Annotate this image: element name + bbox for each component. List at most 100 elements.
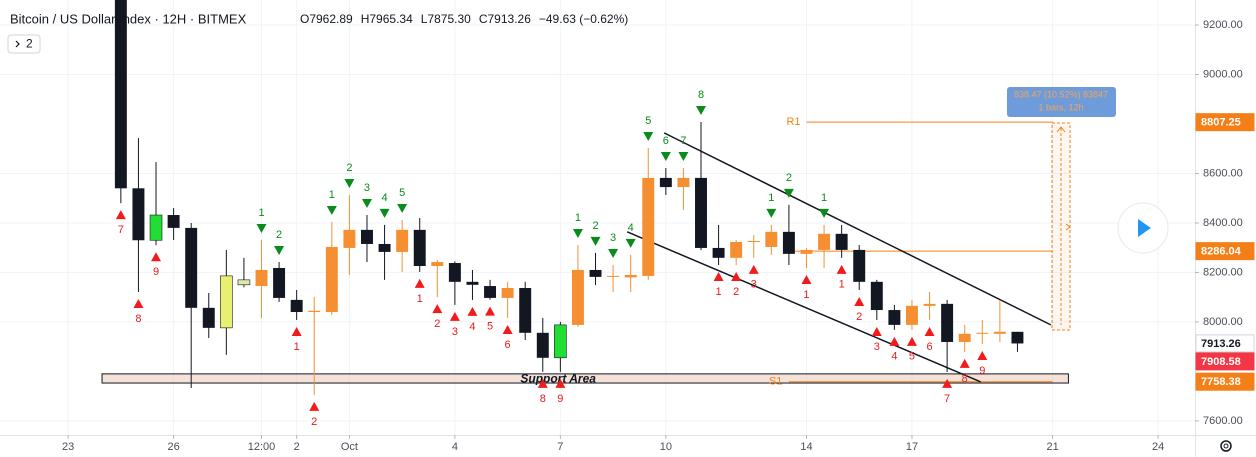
play-button[interactable] <box>1117 202 1169 254</box>
candle-body <box>255 269 268 287</box>
td-label: 1 <box>294 341 300 353</box>
candle-body <box>220 275 233 329</box>
candle-body <box>501 288 514 298</box>
candle-body <box>237 279 251 286</box>
x-tick-label: 14 <box>800 441 812 453</box>
td-marker <box>959 358 970 368</box>
candle-body <box>677 177 690 188</box>
td-label: 1 <box>839 279 845 291</box>
td-marker <box>643 131 654 141</box>
td-marker <box>537 378 548 388</box>
td-label: 1 <box>803 289 809 301</box>
settings-icon[interactable] <box>1220 440 1232 452</box>
td-marker <box>379 208 390 218</box>
gear-hub <box>1223 443 1229 449</box>
measure-text: 838.47 (10.52%) 83847 <box>1014 89 1108 99</box>
td-label: 1 <box>575 212 581 224</box>
td-label: 1 <box>258 207 264 219</box>
candle-body <box>993 331 1006 334</box>
td-label: 3 <box>364 182 370 194</box>
td-marker <box>977 350 988 360</box>
candle-body <box>1011 331 1024 344</box>
y-tick-label: 9000.00 <box>1203 68 1243 80</box>
y-tick-label: 8200.00 <box>1203 266 1243 278</box>
td-label: 6 <box>926 341 932 353</box>
td-marker <box>924 326 935 336</box>
candle-body <box>624 274 637 278</box>
td-label: 1 <box>329 189 335 201</box>
td-marker <box>854 297 865 306</box>
candle-body <box>782 231 795 254</box>
ohlc-value: C7913.26 <box>479 12 531 26</box>
td-marker <box>151 252 162 262</box>
td-label: 2 <box>733 286 739 298</box>
x-tick-label: 26 <box>167 441 179 453</box>
td-label: 6 <box>505 339 511 351</box>
td-marker <box>133 298 144 308</box>
td-label: 3 <box>610 232 616 244</box>
candle-body <box>114 0 127 189</box>
td-marker <box>256 224 267 234</box>
candle-body <box>554 324 567 359</box>
td-marker <box>502 324 513 334</box>
td-label: 2 <box>276 229 282 241</box>
candle-body <box>343 229 356 248</box>
td-label: 5 <box>645 115 651 127</box>
candle-body <box>290 299 303 313</box>
td-label: 4 <box>469 321 475 333</box>
candle-body <box>132 188 145 241</box>
td-marker <box>836 264 847 274</box>
candle-body <box>571 269 584 325</box>
td-marker <box>115 210 126 220</box>
measure-tool: 838.47 (10.52%) 83847 1 bars, 12h <box>1007 87 1116 331</box>
td-label: 9 <box>557 393 563 405</box>
td-label: 8 <box>540 393 546 405</box>
td-marker <box>871 326 882 336</box>
td-marker <box>766 208 777 218</box>
candle-body <box>976 332 989 334</box>
td-marker <box>555 378 566 388</box>
candle-body <box>431 262 444 266</box>
ohlc-legend: O7962.89 H7965.34 L7875.30 C7913.26 −49.63 (… <box>300 12 628 26</box>
axes: 9200.00 9000.00 8600.00 8400.00 8200.00 8000.… <box>62 19 1255 453</box>
indicator-toggle[interactable]: 2 <box>7 34 41 54</box>
ohlc-value: O7962.89 <box>300 12 353 26</box>
td-marker <box>344 178 355 188</box>
td-marker <box>449 311 460 321</box>
price-badge <box>1195 113 1255 132</box>
td-label: 1 <box>716 286 722 298</box>
td-label: 1 <box>417 293 423 305</box>
td-label: 8 <box>698 89 704 101</box>
td-label: 8 <box>135 313 141 325</box>
candle-body <box>747 241 760 243</box>
arrow-head <box>1056 126 1066 133</box>
toggle-box[interactable] <box>7 34 41 54</box>
price-badge <box>1195 372 1255 391</box>
td-marker <box>696 105 707 115</box>
price-badge-label: 8807.25 <box>1201 117 1241 129</box>
td-label: 7 <box>944 393 950 405</box>
price-badge <box>1195 352 1255 371</box>
candle-body <box>730 241 743 258</box>
candle-body <box>536 332 549 358</box>
x-tick-label: 12:00 <box>248 441 276 453</box>
support-label: Support Area <box>520 372 596 386</box>
td-label: 7 <box>118 224 124 236</box>
level-label: S1 <box>769 376 782 388</box>
td-label: 1 <box>821 192 827 204</box>
candle-body <box>273 267 286 298</box>
chevron <box>15 40 20 48</box>
gear[interactable] <box>1220 440 1232 452</box>
td-label: 4 <box>381 192 387 204</box>
candle-body <box>167 215 180 228</box>
candle-body <box>941 303 954 342</box>
candle-body <box>905 305 918 325</box>
candle-body <box>185 227 198 308</box>
toggle-count: 2 <box>26 37 33 51</box>
candle-body <box>589 269 602 277</box>
y-tick-label: 8600.00 <box>1203 167 1243 179</box>
td-label: 9 <box>153 266 159 278</box>
candle-body <box>202 307 215 328</box>
